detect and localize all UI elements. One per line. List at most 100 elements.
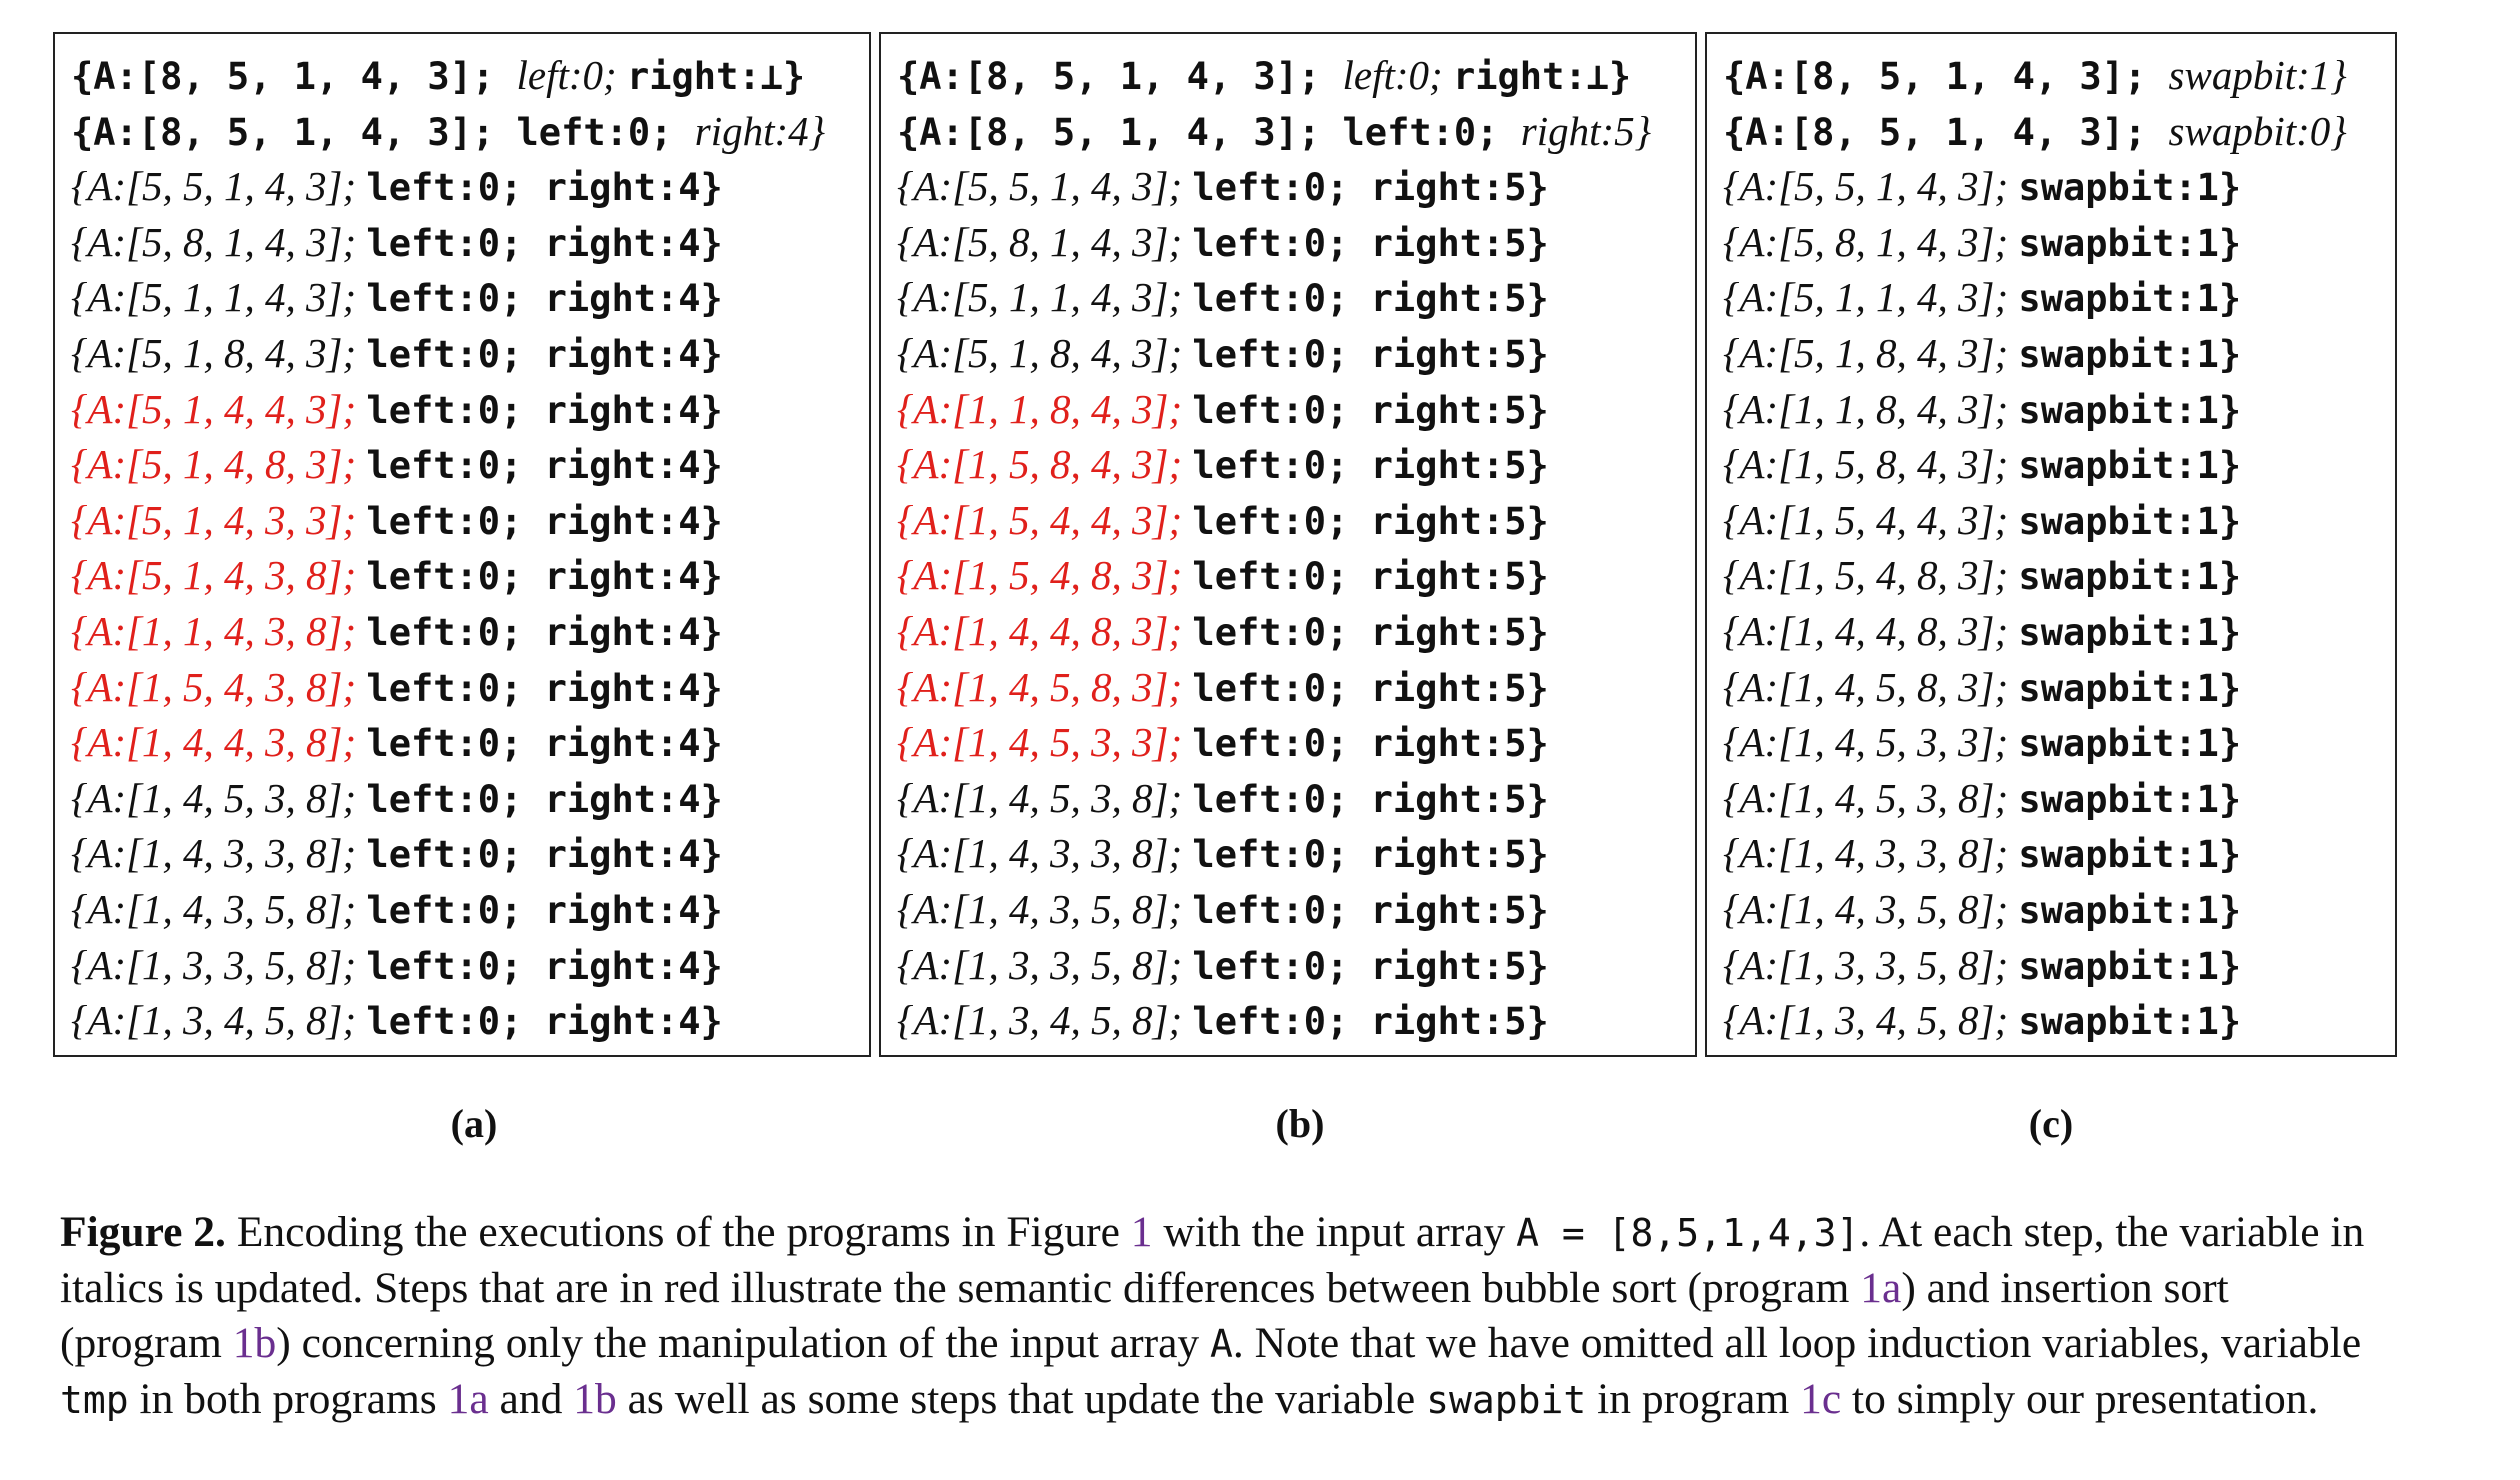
caption-segment: ) and insertion sort (program	[60, 1264, 2229, 1367]
updated-variable-text: {A:[1, 5, 8, 4, 3];	[897, 441, 1193, 488]
state-row: {A:[1, 4, 3, 3, 8]; left:0; right:4}	[71, 826, 869, 882]
state-row: {A:[5, 1, 8, 4, 3]; left:0; right:5}	[897, 326, 1695, 382]
state-row: {A:[1, 5, 4, 8, 3]; left:0; right:5}	[897, 548, 1695, 604]
state-row: {A:[5, 1, 1, 4, 3]; swapbit:1}	[1723, 270, 2395, 326]
updated-variable-text: {A:[1, 1, 8, 4, 3];	[1723, 385, 2019, 432]
state-text: left:0; right:4}	[366, 833, 723, 877]
state-text: left:0; right:4}	[366, 722, 723, 766]
state-text: swapbit:1}	[2018, 777, 2242, 821]
state-row: {A:[1, 3, 3, 5, 8]; swapbit:1}	[1723, 938, 2395, 994]
updated-variable-text: {A:[1, 4, 3, 3, 8];	[897, 830, 1193, 877]
updated-variable-text: {A:[5, 1, 4, 8, 3];	[71, 441, 367, 488]
state-text: left:0; right:5}	[1192, 444, 1549, 488]
updated-variable-text: {A:[1, 4, 5, 8, 3];	[1723, 663, 2019, 710]
updated-variable-text: {A:[1, 4, 3, 3, 8];	[1723, 830, 2019, 877]
figure-reference-link[interactable]: 1b	[232, 1319, 277, 1367]
updated-variable-text: {A:[5, 8, 1, 4, 3];	[71, 218, 367, 265]
updated-variable-text: {A:[1, 3, 3, 5, 8];	[1723, 941, 2019, 988]
state-row: {A:[1, 3, 4, 5, 8]; swapbit:1}	[1723, 993, 2395, 1049]
updated-variable-text: {A:[5, 5, 1, 4, 3];	[897, 163, 1193, 210]
state-text: left:0; right:4}	[366, 944, 723, 988]
state-row: {A:[1, 5, 8, 4, 3]; swapbit:1}	[1723, 437, 2395, 493]
updated-variable-text: {A:[5, 8, 1, 4, 3];	[1723, 218, 2019, 265]
state-row: {A:[8, 5, 1, 4, 3]; left:0; right:⊥}	[897, 48, 1695, 104]
state-text: swapbit:1}	[2018, 166, 2242, 210]
state-text: {A:[8, 5, 1, 4, 3]; left:0;	[897, 110, 1521, 154]
state-text: right:⊥}	[1452, 55, 1632, 98]
updated-variable-text: {A:[1, 4, 3, 5, 8];	[897, 885, 1193, 932]
state-text: left:0; right:4}	[366, 221, 723, 265]
state-text: left:0; right:4}	[366, 166, 723, 210]
state-text: swapbit:1}	[2018, 444, 2242, 488]
caption-segment: Encoding the executions of the programs …	[225, 1208, 1131, 1256]
state-text: left:0; right:5}	[1192, 610, 1549, 654]
state-text: left:0; right:4}	[366, 666, 723, 710]
updated-variable-text: swapbit:0}	[2168, 107, 2347, 154]
state-text: swapbit:1}	[2018, 388, 2242, 432]
state-text: left:0; right:5}	[1192, 221, 1549, 265]
caption-text: Encoding the executions of the programs …	[60, 1208, 2364, 1423]
state-row: {A:[5, 1, 1, 4, 3]; left:0; right:5}	[897, 270, 1695, 326]
updated-variable-text: {A:[1, 3, 4, 5, 8];	[1723, 997, 2019, 1044]
state-row: {A:[1, 4, 3, 3, 8]; swapbit:1}	[1723, 826, 2395, 882]
state-row: {A:[1, 4, 5, 8, 3]; swapbit:1}	[1723, 660, 2395, 716]
state-row: {A:[1, 4, 4, 8, 3]; left:0; right:5}	[897, 604, 1695, 660]
updated-variable-text: {A:[1, 4, 4, 8, 3];	[1723, 607, 2019, 654]
updated-variable-text: {A:[1, 3, 3, 5, 8];	[897, 941, 1193, 988]
figure-reference-link[interactable]: 1c	[1800, 1375, 1842, 1423]
inline-code: A	[1210, 1322, 1233, 1366]
state-row: {A:[1, 5, 4, 3, 8]; left:0; right:4}	[71, 660, 869, 716]
figure-reference-link[interactable]: 1a	[447, 1375, 489, 1423]
updated-variable-text: {A:[5, 1, 8, 4, 3];	[1723, 329, 2019, 376]
state-text: swapbit:1}	[2018, 666, 2242, 710]
updated-variable-text: {A:[1, 4, 4, 3, 8];	[71, 719, 367, 766]
state-text: left:0; right:5}	[1192, 944, 1549, 988]
state-row: {A:[1, 3, 3, 5, 8]; left:0; right:4}	[71, 938, 869, 994]
state-row: {A:[1, 4, 3, 5, 8]; swapbit:1}	[1723, 882, 2395, 938]
state-row: {A:[1, 4, 5, 3, 3]; swapbit:1}	[1723, 715, 2395, 771]
updated-variable-text: {A:[5, 1, 1, 4, 3];	[71, 274, 367, 321]
state-row: {A:[5, 1, 4, 4, 3]; left:0; right:4}	[71, 382, 869, 438]
caption-segment: . At each step, the variable in italics …	[60, 1208, 2365, 1312]
updated-variable-text: {A:[1, 5, 4, 8, 3];	[897, 552, 1193, 599]
inline-code: A = [8,5,1,4,3]	[1516, 1211, 1860, 1255]
figure-reference-link[interactable]: 1a	[1860, 1264, 1902, 1312]
state-row: {A:[1, 5, 8, 4, 3]; left:0; right:5}	[897, 437, 1695, 493]
state-row: {A:[8, 5, 1, 4, 3]; left:0; right:5}	[897, 104, 1695, 160]
state-text: left:0; right:4}	[366, 444, 723, 488]
state-row: {A:[5, 5, 1, 4, 3]; swapbit:1}	[1723, 159, 2395, 215]
state-row: {A:[8, 5, 1, 4, 3]; swapbit:0}	[1723, 104, 2395, 160]
updated-variable-text: {A:[1, 4, 5, 8, 3];	[897, 663, 1193, 710]
caption-segment: to simply our presentation.	[1841, 1375, 2319, 1423]
updated-variable-text: {A:[1, 4, 4, 8, 3];	[897, 607, 1193, 654]
state-text: left:0; right:5}	[1192, 888, 1549, 932]
state-text: left:0; right:5}	[1192, 1000, 1549, 1044]
updated-variable-text: {A:[1, 5, 4, 8, 3];	[1723, 552, 2019, 599]
figure-reference-link[interactable]: 1b	[573, 1375, 617, 1423]
state-text: left:0; right:4}	[366, 332, 723, 376]
state-row: {A:[1, 5, 4, 4, 3]; left:0; right:5}	[897, 493, 1695, 549]
updated-variable-text: {A:[1, 4, 3, 5, 8];	[1723, 885, 2019, 932]
state-text: left:0; right:5}	[1192, 833, 1549, 877]
state-text: left:0; right:4}	[366, 388, 723, 432]
state-text: swapbit:1}	[2018, 277, 2242, 321]
state-text: {A:[8, 5, 1, 4, 3];	[897, 55, 1343, 98]
figure-reference-link[interactable]: 1	[1130, 1208, 1153, 1256]
updated-variable-text: {A:[1, 3, 4, 5, 8];	[71, 997, 367, 1044]
state-row: {A:[1, 4, 3, 5, 8]; left:0; right:4}	[71, 882, 869, 938]
state-text: left:0; right:4}	[366, 888, 723, 932]
updated-variable-text: swapbit:1}	[2168, 52, 2347, 98]
updated-variable-text: {A:[1, 5, 4, 4, 3];	[1723, 496, 2019, 543]
state-row: {A:[8, 5, 1, 4, 3]; left:0; right:⊥}	[71, 48, 869, 104]
updated-variable-text: {A:[1, 4, 5, 3, 3];	[897, 719, 1193, 766]
updated-variable-text: {A:[5, 5, 1, 4, 3];	[71, 163, 367, 210]
state-text: left:0; right:4}	[366, 610, 723, 654]
caption-segment: ) concerning only the manipulation of th…	[276, 1319, 1210, 1367]
state-text: left:0; right:5}	[1192, 777, 1549, 821]
caption-segment: in both programs	[128, 1375, 448, 1423]
figure-caption: Figure 2. Encoding the executions of the…	[60, 1205, 2400, 1428]
state-row: {A:[1, 3, 4, 5, 8]; left:0; right:5}	[897, 993, 1695, 1049]
state-text: left:0; right:5}	[1192, 332, 1549, 376]
updated-variable-text: {A:[1, 1, 8, 4, 3];	[897, 385, 1193, 432]
updated-variable-text: {A:[1, 4, 5, 3, 3];	[1723, 719, 2019, 766]
